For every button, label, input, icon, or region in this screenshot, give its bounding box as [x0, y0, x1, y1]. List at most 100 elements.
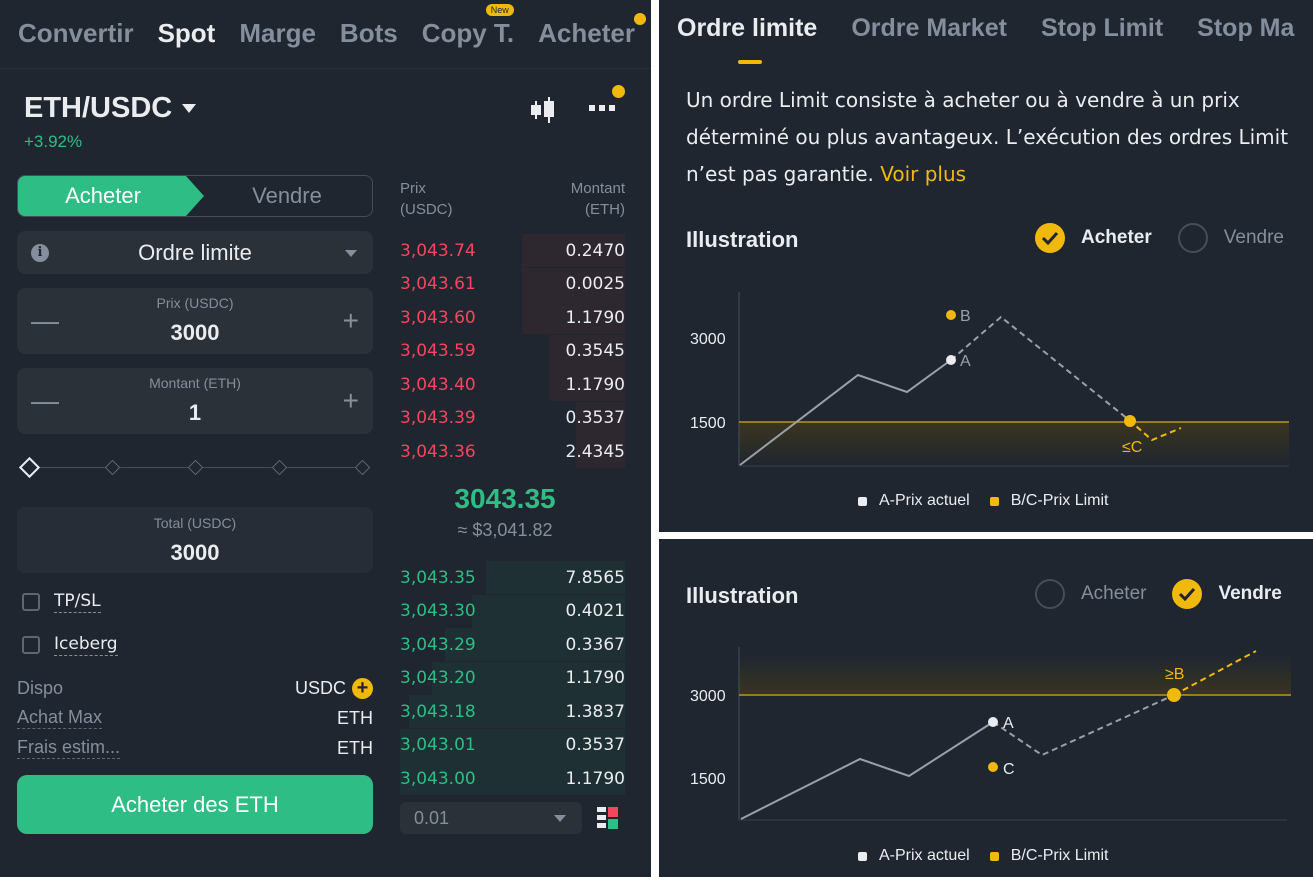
buy-sell-toggle: Acheter Vendre	[17, 175, 373, 217]
precision-select[interactable]: 0.01	[400, 802, 582, 834]
checkbox-icon[interactable]	[22, 593, 40, 611]
order-amount: 1.1790	[565, 374, 625, 395]
bid-row[interactable]: 3,043.35 7.8565	[400, 561, 625, 594]
amount-value[interactable]: 1	[188, 400, 202, 425]
bid-row[interactable]: 3,043.01 0.3537	[400, 728, 625, 762]
order-amount: 1.1790	[565, 768, 625, 789]
bid-row[interactable]: 3,043.30 0.4021	[400, 594, 625, 628]
order-amount: 2.4345	[565, 441, 625, 462]
est-fee-row: Frais estim... ETH	[17, 737, 373, 759]
more-options-icon[interactable]	[589, 103, 615, 113]
tab-copy-label: Copy T.	[421, 18, 515, 48]
sell-radio[interactable]	[1177, 223, 1208, 253]
slider-step-100[interactable]	[354, 459, 371, 476]
order-amount: 1.1790	[565, 668, 625, 688]
pair-label: ETH/USDC	[24, 92, 173, 124]
ask-row[interactable]: 3,043.39 0.3537	[400, 401, 625, 435]
amount-header: Montant	[570, 180, 625, 197]
bid-row[interactable]: 3,043.29 0.3367	[400, 628, 625, 661]
price-input[interactable]: — Prix (USDC) 3000 +	[17, 288, 373, 354]
price-header: Prix	[400, 180, 426, 197]
svg-text:B: B	[960, 308, 971, 325]
sell-tab[interactable]: Vendre	[252, 183, 322, 208]
order-type-value: Ordre limite	[138, 239, 252, 265]
price-change: +3.92%	[24, 132, 83, 151]
tab-stop-market[interactable]: Stop Ma	[1197, 14, 1295, 42]
caret-down-icon	[182, 104, 197, 113]
tab-copy-trading[interactable]: Copy T. New	[421, 4, 515, 49]
bid-row[interactable]: 3,043.20 1.1790	[400, 661, 625, 695]
slider-step-50[interactable]	[187, 459, 204, 476]
tab-ordre-market[interactable]: Ordre Market	[851, 14, 1007, 42]
ask-row[interactable]: 3,043.61 0.0025	[400, 267, 625, 301]
tab-convertir[interactable]: Convertir	[18, 18, 134, 48]
order-price: 3,043.74	[400, 240, 476, 261]
amount-header-unit: (ETH)	[585, 201, 625, 218]
illustration-title: Illustration	[686, 583, 799, 608]
ask-row[interactable]: 3,043.59 0.3545	[400, 334, 625, 368]
see-more-link[interactable]: Voir plus	[880, 162, 967, 186]
max-buy-row: Achat Max ETH	[17, 707, 373, 729]
order-price: 3,043.00	[400, 768, 476, 789]
order-amount: 0.3545	[565, 341, 625, 361]
slider-step-25[interactable]	[104, 459, 121, 476]
total-input[interactable]: Total (USDC) 3000	[17, 507, 373, 573]
order-amount: 1.1790	[565, 307, 625, 328]
legend-swatch-current	[858, 851, 867, 861]
ask-row[interactable]: 3,043.36 2.4345	[400, 435, 625, 468]
tab-marge[interactable]: Marge	[239, 18, 316, 48]
top-tabs: Convertir Spot Marge Bots Copy T. New Ach…	[18, 4, 659, 49]
buy-tab[interactable]: Acheter	[18, 176, 204, 216]
orderbook-layout-icon[interactable]	[597, 806, 619, 830]
sell-radio-label: Vendre	[1223, 227, 1284, 248]
add-funds-icon[interactable]: +	[352, 678, 373, 699]
price-value[interactable]: 3000	[170, 320, 220, 345]
amount-input[interactable]: — Montant (ETH) 1 +	[17, 368, 373, 434]
decrement-price-button[interactable]: —	[31, 305, 59, 336]
order-type-select[interactable]: i Ordre limite	[17, 231, 373, 274]
buy-eth-button[interactable]: Acheter des ETH	[17, 775, 373, 834]
iceberg-checkbox[interactable]: Iceberg	[22, 634, 118, 656]
candlestick-chart-icon[interactable]	[528, 97, 558, 123]
tab-spot[interactable]: Spot	[157, 18, 216, 48]
est-fee-label[interactable]: Frais estim...	[17, 737, 121, 759]
ask-row[interactable]: 3,043.60 1.1790	[400, 301, 625, 334]
dropdown-arrow-icon	[345, 250, 357, 257]
svg-text:C: C	[1003, 761, 1015, 778]
ask-row[interactable]: 3,043.74 0.2470	[400, 234, 625, 267]
checkbox-icon[interactable]	[22, 636, 40, 654]
bid-row[interactable]: 3,043.18 1.3837	[400, 695, 625, 728]
decrement-amount-button[interactable]: —	[31, 385, 59, 416]
bid-row[interactable]: 3,043.00 1.1790	[400, 762, 625, 795]
info-icon[interactable]: i	[31, 244, 49, 262]
order-price: 3,043.35	[400, 567, 476, 588]
check-icon	[1041, 231, 1059, 245]
increment-amount-button[interactable]: +	[342, 385, 359, 416]
precision-value: 0.01	[414, 807, 450, 828]
tab-stop-limit[interactable]: Stop Limit	[1040, 14, 1164, 42]
last-price-usd: ≈ $3,041.82	[457, 520, 553, 540]
slider-step-75[interactable]	[271, 459, 288, 476]
order-price: 3,043.29	[400, 634, 476, 655]
pair-selector[interactable]: ETH/USDC	[24, 92, 197, 125]
est-fee-value: ETH	[337, 737, 373, 758]
new-badge: New	[485, 4, 514, 16]
increment-price-button[interactable]: +	[342, 305, 359, 336]
max-buy-label[interactable]: Achat Max	[17, 707, 103, 729]
depth-bar	[521, 267, 625, 301]
buy-radio[interactable]	[1035, 223, 1065, 253]
slider-handle[interactable]	[18, 456, 41, 479]
buy-radio[interactable]	[1035, 579, 1065, 609]
ask-row[interactable]: 3,043.40 1.1790	[400, 368, 625, 401]
amount-slider[interactable]	[18, 456, 371, 479]
tab-bots[interactable]: Bots	[339, 18, 398, 48]
sell-illustration-chart: 3000 1500 A C ≥B	[690, 647, 1291, 821]
order-type-tabs: Ordre limite Ordre Market Stop Limit Sto…	[677, 14, 1313, 43]
sell-radio[interactable]	[1172, 579, 1203, 609]
tab-ordre-limite[interactable]: Ordre limite	[677, 14, 818, 42]
tab-acheter[interactable]: Acheter	[538, 18, 635, 48]
depth-bar	[400, 728, 625, 762]
total-value[interactable]: 3000	[170, 540, 220, 565]
description: Un ordre Limit consiste à acheter ou à v…	[686, 82, 1296, 193]
tpsl-checkbox[interactable]: TP/SL	[22, 591, 101, 613]
